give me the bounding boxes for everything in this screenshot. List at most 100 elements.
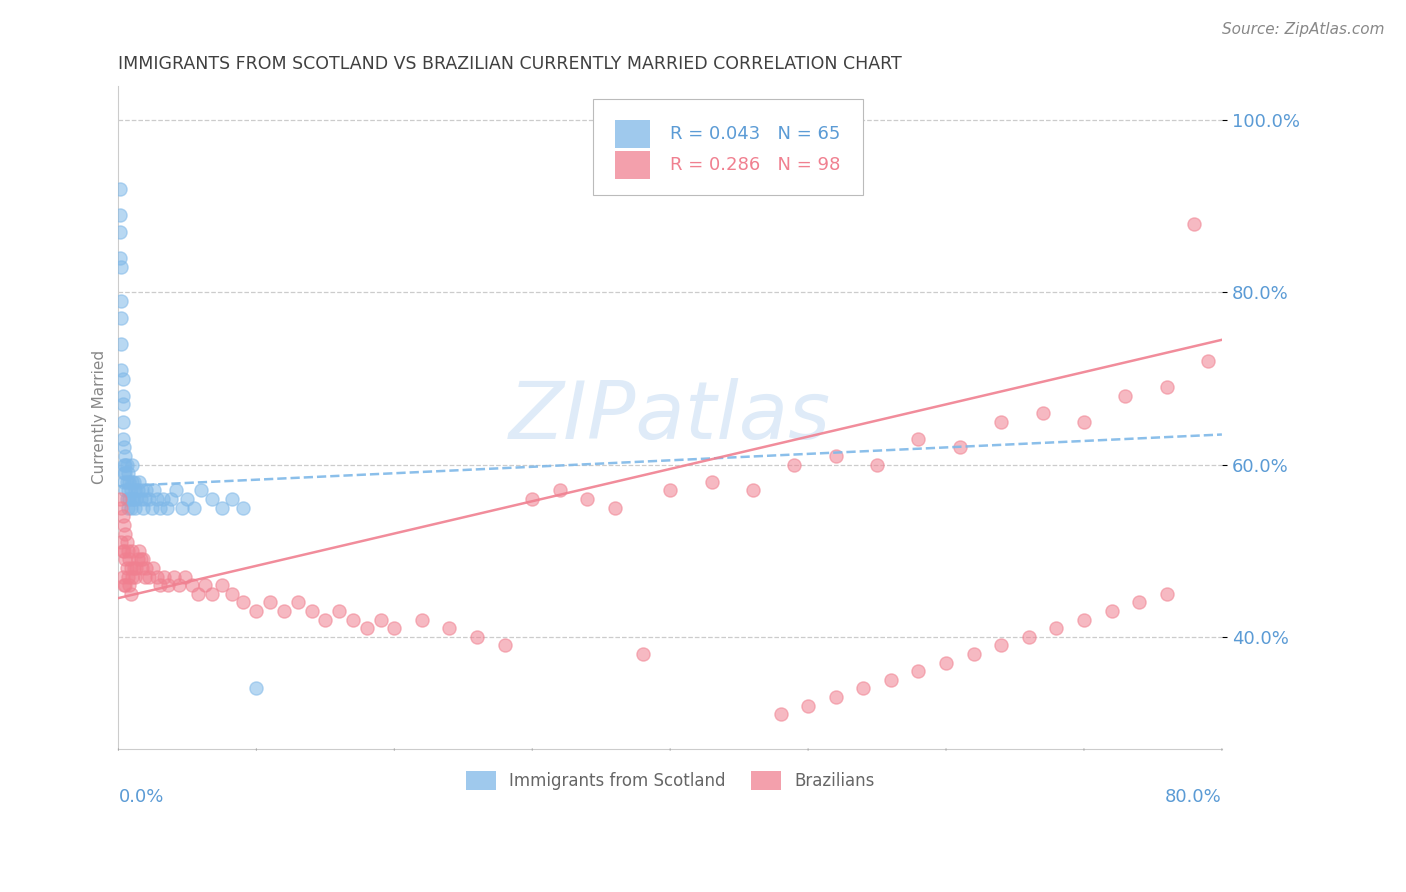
Point (221, 587, 243, 601)
Point (117, 467, 139, 481)
Point (162, 569, 184, 583)
Point (122, 561, 145, 575)
Point (824, 690, 846, 704)
Point (273, 604, 295, 618)
Point (124, 569, 146, 583)
Point (211, 578, 233, 592)
Point (121, 569, 143, 583)
Y-axis label: Currently Married: Currently Married (93, 351, 107, 484)
Point (111, 397, 134, 411)
Point (111, 509, 134, 524)
Point (120, 587, 142, 601)
Text: 80.0%: 80.0% (1166, 788, 1222, 805)
Text: ZIPatlas: ZIPatlas (509, 378, 831, 457)
Point (631, 647, 654, 661)
Point (120, 500, 142, 515)
Point (176, 491, 198, 506)
Point (115, 491, 138, 506)
Point (194, 578, 217, 592)
Point (949, 441, 972, 455)
Point (180, 578, 202, 592)
Point (115, 475, 138, 489)
Point (880, 673, 903, 687)
Point (356, 621, 378, 635)
Point (742, 483, 765, 498)
Point (129, 552, 152, 566)
Point (117, 569, 139, 583)
Point (118, 578, 141, 592)
Point (165, 483, 187, 498)
Point (187, 587, 209, 601)
Point (124, 483, 146, 498)
Point (110, 535, 132, 549)
Point (465, 630, 488, 644)
Point (121, 475, 143, 489)
Point (118, 475, 141, 489)
Point (183, 500, 205, 515)
Point (342, 613, 364, 627)
Point (1128, 595, 1150, 609)
Point (370, 613, 392, 627)
Point (576, 491, 599, 506)
Point (111, 415, 134, 429)
Text: IMMIGRANTS FROM SCOTLAND VS BRAZILIAN CURRENTLY MARRIED CORRELATION CHART: IMMIGRANTS FROM SCOTLAND VS BRAZILIAN CU… (118, 55, 903, 73)
Point (1156, 587, 1178, 601)
Point (112, 475, 135, 489)
Point (115, 535, 138, 549)
Point (134, 491, 156, 506)
Point (127, 483, 149, 498)
Point (111, 389, 134, 403)
Point (783, 458, 806, 472)
Point (121, 491, 143, 506)
Point (190, 483, 212, 498)
Point (124, 500, 146, 515)
Point (301, 604, 323, 618)
Point (118, 552, 141, 566)
Point (131, 483, 153, 498)
Point (797, 698, 820, 713)
Point (990, 639, 1012, 653)
Text: Source: ZipAtlas.com: Source: ZipAtlas.com (1222, 22, 1385, 37)
Point (108, 251, 131, 265)
Point (160, 491, 183, 506)
Point (122, 475, 145, 489)
Point (135, 483, 157, 498)
Point (110, 311, 132, 326)
Point (382, 621, 405, 635)
Point (117, 483, 139, 498)
Point (118, 491, 141, 506)
Point (1101, 604, 1123, 618)
Point (138, 491, 160, 506)
Point (128, 543, 150, 558)
Point (1156, 380, 1178, 394)
Point (201, 587, 224, 601)
Point (111, 543, 134, 558)
Text: R = 0.286   N = 98: R = 0.286 N = 98 (671, 156, 841, 174)
Point (548, 483, 571, 498)
Point (121, 458, 143, 472)
Point (866, 458, 889, 472)
Point (112, 441, 135, 455)
Point (146, 569, 169, 583)
Point (132, 500, 155, 515)
Point (122, 491, 145, 506)
FancyBboxPatch shape (593, 99, 863, 195)
Point (114, 449, 136, 463)
Point (117, 543, 139, 558)
Point (120, 561, 142, 575)
Point (824, 449, 846, 463)
Point (138, 569, 160, 583)
Point (700, 475, 723, 489)
Point (157, 578, 180, 592)
Point (110, 500, 132, 515)
Point (110, 293, 132, 308)
Point (962, 647, 984, 661)
Point (110, 337, 132, 351)
Point (411, 613, 433, 627)
Point (232, 595, 254, 609)
Point (167, 578, 190, 592)
Point (141, 500, 163, 515)
Point (146, 491, 169, 506)
Point (134, 569, 156, 583)
Point (125, 491, 148, 506)
